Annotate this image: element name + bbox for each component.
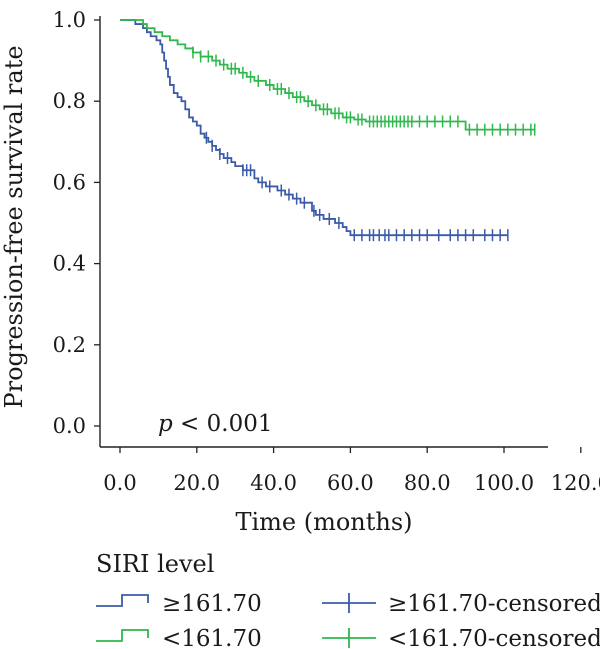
x-tick-label: 20.0 [173, 471, 220, 495]
y-tick-label: 1.0 [53, 8, 86, 32]
legend-title: SIRI level [96, 550, 214, 578]
x-tick-label: 100.0 [474, 471, 534, 495]
axes: 0.0 0.2 0.4 0.6 0.8 1.0 0.0 20.0 40.0 60.0 80.0 100… [53, 8, 600, 495]
x-tick-label: 40.0 [250, 471, 297, 495]
survival-curve-1 [120, 19, 535, 131]
legend-label-1: ≥161.70-censored [388, 591, 600, 617]
legend-label-0: ≥161.70 [162, 591, 262, 617]
y-tick-label: 0.2 [53, 333, 86, 357]
x-tick-label: 0.0 [103, 471, 136, 495]
x-axis-label: Time (months) [235, 508, 412, 536]
y-tick-label: 0.0 [53, 414, 86, 438]
x-tick-label: 60.0 [327, 471, 374, 495]
p-value-text: < 0.001 [173, 411, 273, 437]
legend-line-2 [96, 629, 149, 642]
legend-line-0 [96, 594, 149, 607]
x-tick-label: 120.0 [551, 471, 600, 495]
legend-label-3: <161.70-censored [388, 626, 600, 649]
y-tick-label: 0.4 [53, 252, 86, 276]
y-axis-label: Progression-free survival rate [0, 45, 28, 408]
x-tick-label: 80.0 [404, 471, 451, 495]
survival-curve-0 [120, 19, 508, 237]
y-tick-label: 0.8 [53, 89, 86, 113]
p-symbol: p [158, 411, 173, 437]
legend: ≥161.70 ≥161.70-censored <161.70 <161.70-ce… [96, 591, 600, 649]
plot-area [120, 19, 536, 242]
legend-label-2: <161.70 [162, 626, 262, 649]
p-value-annotation: p < 0.001 [158, 411, 272, 437]
y-tick-label: 0.6 [53, 170, 86, 194]
